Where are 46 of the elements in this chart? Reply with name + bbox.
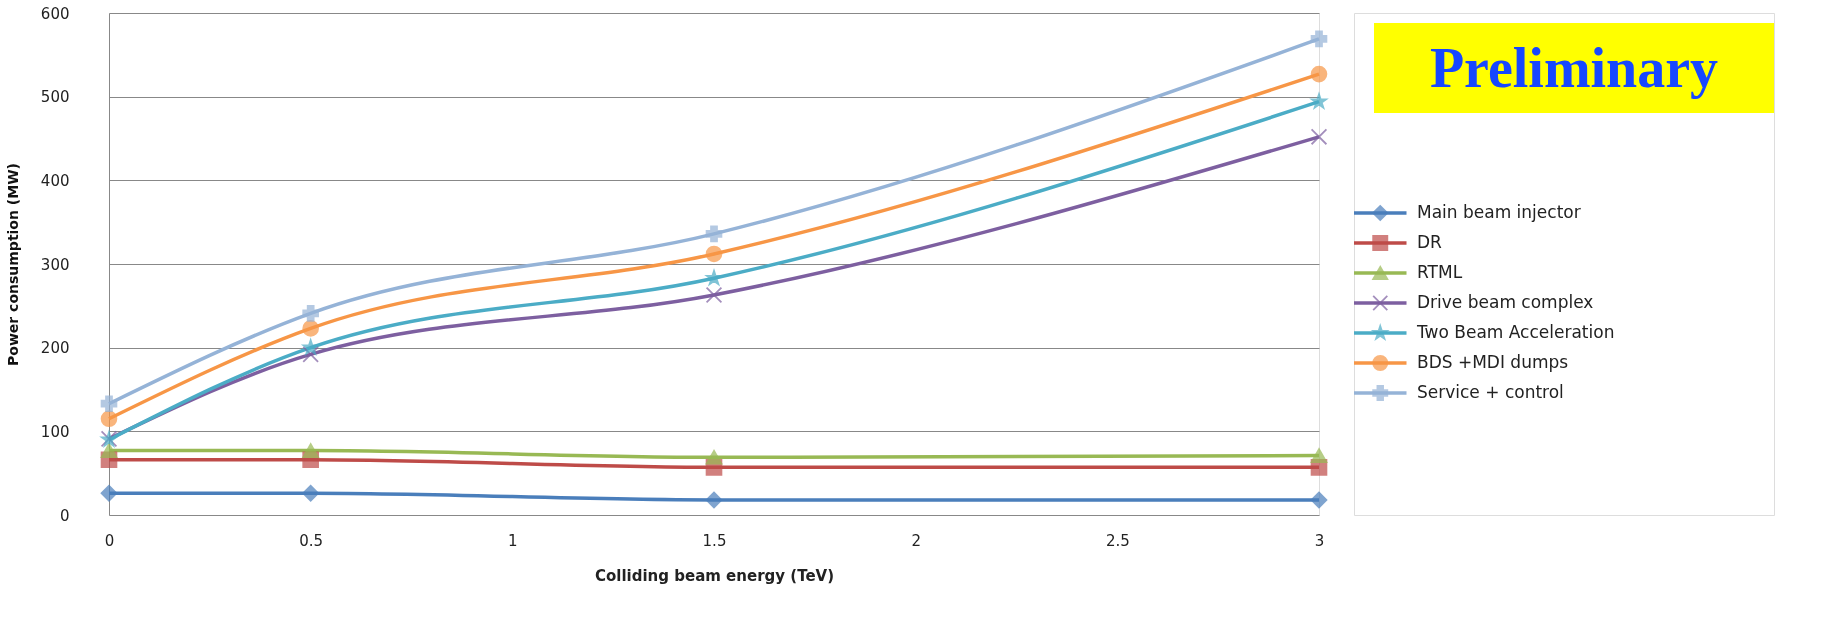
point (1310, 128, 1328, 146)
legend-label: Main beam injector (1417, 202, 1581, 222)
point (100, 443, 118, 458)
point (100, 410, 118, 428)
point (705, 245, 723, 263)
x-tick-label: 0 (104, 531, 115, 550)
point (1310, 491, 1328, 509)
text: Preliminary (1429, 37, 1719, 99)
x-tick-label: 0.5 (299, 531, 324, 550)
point (1310, 30, 1328, 48)
point (705, 286, 723, 304)
legend-label: BDS +MDI dumps (1417, 352, 1569, 372)
legend-label: Drive beam complex (1417, 292, 1594, 312)
y-tick-label: 300 (40, 255, 70, 274)
y-tick-label: 400 (40, 171, 70, 190)
point (302, 339, 319, 355)
point (302, 346, 319, 363)
legend-label: Two Beam Acceleration (1416, 322, 1615, 342)
x-tick-label: 2.5 (1105, 531, 1130, 550)
point (706, 269, 722, 286)
point (1311, 93, 1327, 109)
x-tick-label: 2 (911, 531, 921, 550)
point (1310, 448, 1328, 463)
x-axis-title: Colliding beam energy (TeV) (594, 566, 835, 585)
point (302, 305, 319, 322)
y-tick-label: 100 (40, 422, 70, 441)
y-tick-label: 500 (40, 88, 70, 107)
y-tick-label: 0 (59, 506, 70, 525)
legend-label: DR (1417, 232, 1443, 252)
y-axis-title: Power consumption (MW) (4, 163, 21, 366)
point (100, 395, 118, 413)
point (705, 491, 723, 509)
y-tick-label: 600 (40, 4, 70, 23)
legend-label: Service + control (1417, 382, 1564, 402)
point (705, 449, 723, 465)
point (302, 320, 319, 337)
legend-label: RTML (1417, 262, 1463, 282)
point (100, 484, 118, 502)
x-tick-label: 1.5 (702, 531, 727, 550)
point (302, 484, 319, 502)
point (302, 443, 319, 458)
point (1310, 65, 1328, 83)
point (705, 225, 723, 243)
x-tick-label: 3 (1314, 531, 1325, 550)
x-tick-label: 1 (508, 531, 518, 550)
y-tick-label: 200 (40, 339, 70, 358)
